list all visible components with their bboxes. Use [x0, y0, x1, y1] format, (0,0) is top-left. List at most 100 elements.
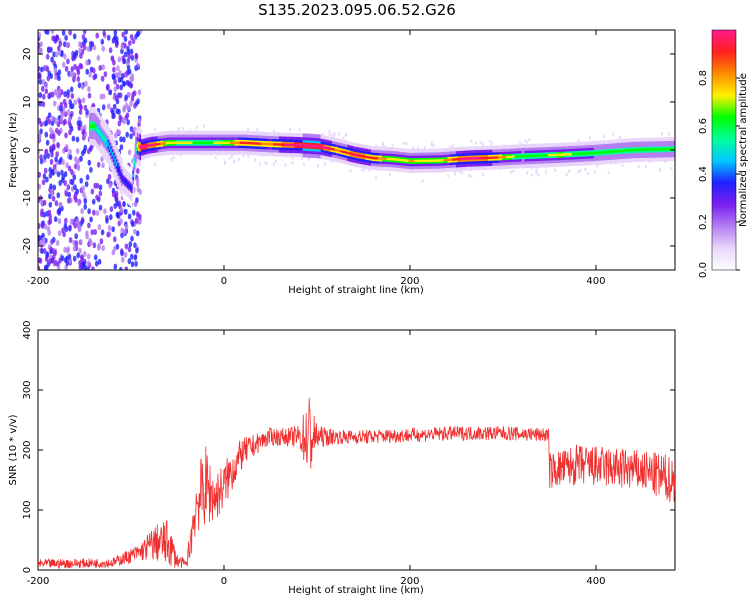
spectrogram-ridge-cell	[310, 144, 313, 147]
spectrogram-haze	[291, 156, 294, 160]
spectrogram-ridge-cell	[421, 159, 423, 162]
spectrogram-ridge-cell	[270, 143, 273, 146]
spectrogram-ridge-cell	[670, 147, 673, 151]
spectrogram-ridge-cell	[105, 140, 108, 145]
spectrogram-ridge-cell	[165, 141, 168, 145]
spectrogram-speckle	[130, 76, 135, 83]
spectrogram-speckle	[111, 113, 115, 120]
spectrogram-ridge-cell	[195, 141, 197, 144]
spectrogram-speckle	[97, 244, 101, 251]
spectrogram-speckle	[87, 159, 92, 166]
spectrogram-speckle	[53, 63, 58, 70]
spectrogram-speckle	[43, 248, 47, 254]
spectrogram-ridge-cell	[267, 142, 270, 146]
spectrogram-speckle	[133, 228, 137, 235]
spectrogram-ridge-cell	[528, 154, 531, 158]
spectrogram-ridge-cell	[206, 141, 208, 144]
spectrogram-speckle	[41, 101, 46, 108]
spectrogram-speckle	[40, 66, 44, 73]
spectrogram-speckle	[83, 251, 87, 257]
spectrogram-ridge-cell	[125, 180, 127, 185]
spectrogram-ridge-cell	[177, 141, 179, 144]
spectrogram-speckle	[76, 163, 81, 170]
spectrogram-speckle	[69, 86, 74, 93]
spectrogram-ridge-cell	[500, 156, 503, 159]
spectrogram-ridge-cell	[317, 145, 320, 148]
spectrogram-speckle	[118, 114, 122, 121]
spectrogram-speckle	[127, 91, 131, 98]
spectrogram-ridge-cell	[446, 158, 448, 162]
spectrogram-ridge-cell	[437, 159, 440, 162]
y-tick-label: -10	[22, 190, 33, 206]
spectrogram-ridge-cell	[620, 149, 623, 153]
spectrogram-speckle	[119, 84, 123, 91]
spectrogram-ridge-cell	[481, 156, 483, 160]
spectrogram-speckle	[39, 158, 44, 165]
spectrogram-ridge-cell	[278, 143, 281, 146]
spectrogram-ridge-cell	[292, 143, 295, 147]
spectrogram-speckle	[102, 30, 106, 37]
spectrogram-ridge-cell	[638, 148, 641, 152]
spectrogram-ridge-cell	[376, 157, 379, 160]
spectrogram-ridge-cell	[416, 159, 419, 163]
spectrogram-ridge-cell	[652, 148, 655, 151]
spectrogram-haze	[568, 169, 571, 173]
spectrogram-ridge-cell	[262, 142, 264, 145]
spectrogram-ridge-cell	[403, 159, 405, 162]
spectrogram-speckle	[65, 144, 69, 150]
spectrogram-ridge-cell	[605, 151, 607, 154]
spectrogram-haze	[537, 173, 540, 177]
spectrogram-speckle	[50, 91, 55, 98]
spectrogram-ridge-cell	[343, 150, 345, 154]
spectrogram-ridge-cell	[549, 154, 552, 157]
spectrogram-speckle	[67, 253, 72, 260]
spectrogram-haze	[412, 146, 415, 150]
spectrogram-ridge-cell	[96, 127, 98, 132]
spectrogram-speckle	[100, 38, 105, 45]
spectrogram-ridge-cell	[460, 157, 462, 161]
spectrogram-ridge-cell	[435, 159, 437, 162]
spectrogram-speckle	[87, 222, 91, 229]
spectrogram-ridge-cell	[326, 146, 328, 150]
spectrogram-speckle	[95, 260, 99, 267]
spectrogram-ridge-cell	[588, 152, 591, 155]
spectrogram-speckle	[38, 48, 41, 54]
spectrogram-speckle	[75, 148, 80, 155]
spectrogram-ridge-cell	[341, 150, 344, 153]
spectrogram-ridge-cell	[379, 157, 381, 160]
spectrogram-speckle	[86, 253, 91, 260]
spectrogram-speckle	[49, 46, 53, 53]
spectrogram-ridge-cell	[426, 159, 429, 162]
spectrogram-ridge-cell	[479, 157, 482, 160]
spectrogram-ridge-cell	[211, 141, 214, 144]
spectrogram-ridge-cell	[571, 152, 574, 156]
spectrogram-ridge-cell	[359, 154, 362, 157]
spectrogram-speckle	[122, 80, 126, 87]
spectrogram-ridge-cell	[404, 159, 406, 162]
spectrogram-haze	[233, 160, 236, 164]
spectrogram-speckle	[78, 41, 82, 48]
spectrogram-haze	[258, 162, 261, 166]
spectrogram-speckle	[70, 169, 74, 175]
spectrogram-ridge-cell	[666, 148, 669, 151]
spectrogram-speckle	[122, 58, 127, 65]
spectrogram-ridge-cell	[118, 169, 120, 173]
spectrogram-speckle	[113, 263, 118, 270]
spectrogram-speckle	[121, 31, 125, 38]
spectrogram-speckle	[51, 115, 55, 122]
spectrogram-ridge-cell	[384, 157, 387, 160]
spectrogram-speckle	[46, 75, 51, 82]
spectrogram-speckle	[82, 128, 86, 135]
spectrogram-speckle	[82, 44, 87, 51]
spectrogram-speckle	[123, 36, 128, 42]
spectrogram-ridge-cell	[649, 148, 652, 151]
spectrogram-speckle	[124, 223, 129, 230]
spectrogram-ridge-cell	[482, 156, 485, 160]
spectrogram-ridge-cell	[323, 146, 326, 149]
spectrogram-ridge-cell	[470, 157, 472, 160]
spectrogram-speckle	[40, 208, 44, 215]
spectrogram-ridge-cell	[97, 129, 100, 133]
spectrogram-speckle	[133, 201, 138, 208]
spectrogram-ridge-cell	[252, 142, 254, 145]
spectrogram-ridge-cell	[263, 142, 266, 146]
